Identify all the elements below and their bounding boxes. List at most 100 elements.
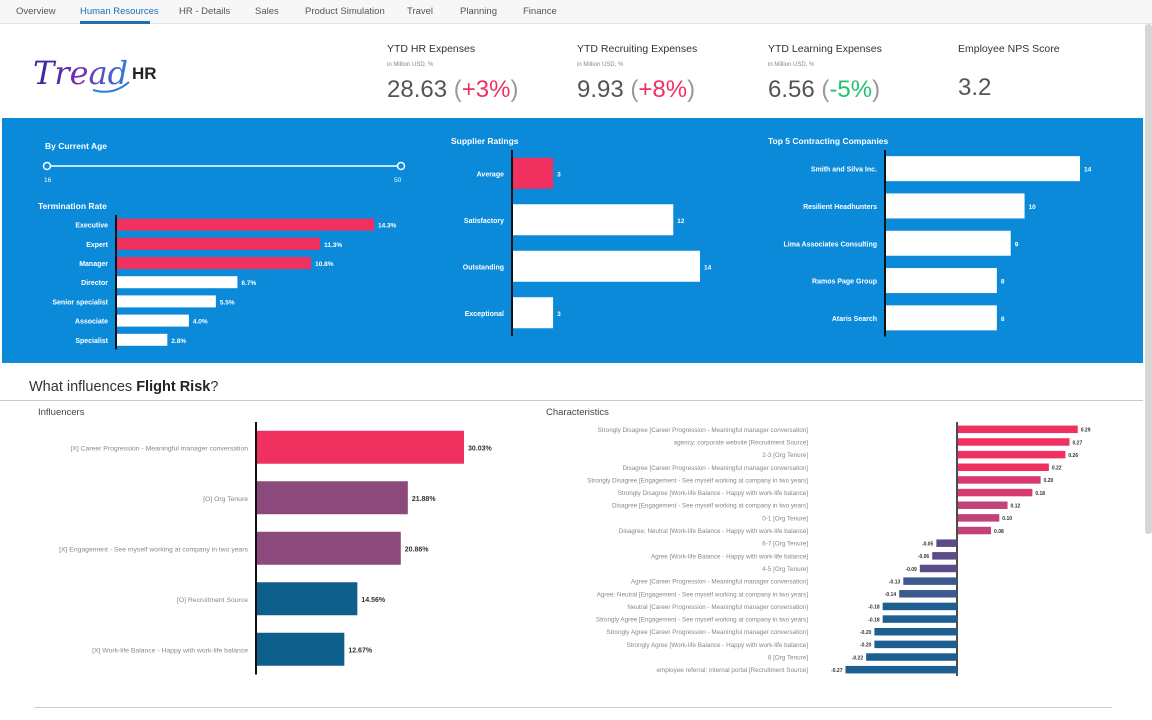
logo-script: Tread: [33, 54, 128, 92]
influencers-chart: [X] Career Progression - Meaningful mana…: [59, 422, 493, 675]
overview-panel: By Current Age 16 50 Termination Rate Su…: [2, 118, 1143, 363]
bar[interactable]: [117, 295, 216, 308]
kpi-title: YTD Recruiting Expenses: [577, 43, 698, 55]
category-label: 4-5 [Org Tenure]: [762, 566, 808, 573]
characteristics-chart: Strongly Disagree [Career Progression - …: [587, 422, 1091, 676]
bar[interactable]: [513, 204, 674, 236]
category-label: Associate: [75, 319, 108, 326]
age-max-label: 50: [394, 177, 402, 184]
data-label: 9: [1015, 241, 1019, 248]
category-label: Expert: [86, 242, 108, 249]
bar[interactable]: [882, 615, 957, 623]
category-label: Agree [Work-life Balance - Happy with wo…: [651, 553, 808, 560]
category-label: employee referral; internal portal [Recr…: [656, 667, 808, 674]
bar[interactable]: [257, 430, 464, 464]
bar[interactable]: [257, 632, 345, 666]
age-min-label: 16: [44, 177, 52, 184]
bar[interactable]: [958, 438, 1070, 446]
bar[interactable]: [958, 501, 1008, 509]
bar[interactable]: [886, 193, 1025, 219]
kpi-value: 28.63 (+3%): [387, 76, 519, 103]
bar[interactable]: [958, 425, 1078, 434]
data-label: 14.3%: [378, 223, 397, 230]
bar[interactable]: [117, 237, 321, 250]
data-label: 30.03%: [468, 445, 493, 452]
kpi-value: 9.93 (+8%): [577, 76, 696, 103]
bar[interactable]: [958, 463, 1049, 472]
category-label: Executive: [75, 223, 108, 230]
data-label: 11.3%: [324, 242, 342, 249]
tread-hr-logo: Tread HR: [33, 52, 173, 101]
age-slider-max-handle[interactable]: [396, 161, 406, 171]
data-label: 3: [557, 311, 561, 318]
bar[interactable]: [117, 276, 238, 289]
bar[interactable]: [117, 218, 374, 231]
category-label: Strongly Agree [Engagement - See myself …: [596, 617, 808, 624]
category-label: Average: [477, 171, 504, 178]
data-label: 20.86%: [405, 546, 430, 553]
tab-travel[interactable]: Travel: [407, 6, 434, 17]
kpi-value: 3.2: [958, 74, 992, 101]
tab-sales[interactable]: Sales: [255, 6, 279, 17]
logo-graphic: Tread HR: [33, 54, 157, 93]
tab-human-resources[interactable]: Human Resources: [80, 6, 159, 17]
age-slider-min-handle[interactable]: [42, 161, 52, 171]
bar[interactable]: [886, 305, 997, 331]
data-label: -0.20: [860, 630, 872, 636]
top-companies-chart: Smith and Silva Inc. 14 Resilient Headhunt…: [784, 150, 1092, 337]
category-label: Strongly Disagree [Career Progression - …: [598, 427, 809, 434]
data-label: 12.67%: [348, 647, 373, 654]
bar[interactable]: [874, 640, 957, 649]
bar[interactable]: [117, 333, 168, 346]
bar[interactable]: [866, 653, 957, 661]
bar[interactable]: [257, 531, 401, 565]
bar[interactable]: [958, 450, 1066, 459]
bar[interactable]: [919, 564, 957, 573]
termination-rate-chart: Executive 14.3% Expert 11.3% Manager 10.8% Dir…: [52, 215, 397, 350]
tab-hr-details[interactable]: HR - Details: [179, 6, 231, 17]
tab-planning[interactable]: Planning: [460, 6, 497, 17]
bar[interactable]: [513, 250, 700, 282]
bar[interactable]: [958, 476, 1041, 484]
bar[interactable]: [886, 156, 1080, 182]
bottom-divider: [34, 707, 1112, 708]
data-label: 6.7%: [241, 280, 256, 287]
bar[interactable]: [513, 157, 554, 189]
bar[interactable]: [257, 481, 408, 515]
bar[interactable]: [903, 577, 957, 585]
tab-overview[interactable]: Overview: [16, 6, 56, 17]
bar[interactable]: [117, 314, 189, 327]
data-label: 12: [677, 218, 685, 225]
category-label: Specialist: [75, 338, 108, 345]
bar[interactable]: [958, 526, 992, 535]
category-label: Strongly Disagree [Work-life Balance - H…: [618, 490, 809, 497]
data-label: 0.10: [1002, 516, 1012, 522]
bar[interactable]: [886, 230, 1011, 256]
bar[interactable]: [874, 627, 957, 636]
data-label: 0.20: [1044, 478, 1054, 484]
bar[interactable]: [899, 590, 957, 598]
bar[interactable]: [936, 539, 957, 547]
tab-finance[interactable]: Finance: [523, 6, 557, 17]
category-label: Strongly Disagree [Engagement - See myse…: [587, 477, 808, 484]
data-label: -0.18: [868, 617, 880, 623]
bar[interactable]: [932, 552, 957, 560]
kpi-title: YTD Learning Expenses: [768, 43, 882, 55]
bar[interactable]: [513, 297, 554, 329]
data-label: 10: [1029, 204, 1037, 211]
bar[interactable]: [257, 582, 358, 616]
bar[interactable]: [958, 514, 1000, 522]
bar[interactable]: [958, 488, 1033, 497]
category-label: Resilient Headhunters: [803, 204, 877, 211]
data-label: 0.27: [1073, 440, 1083, 446]
category-label: 8 [Org Tenure]: [768, 655, 808, 662]
bar[interactable]: [882, 602, 957, 611]
data-label: 2.8%: [171, 338, 186, 345]
bar[interactable]: [886, 268, 997, 294]
vertical-scrollbar[interactable]: [1145, 24, 1152, 534]
bar[interactable]: [845, 665, 957, 674]
tab-product-simulation[interactable]: Product Simulation: [305, 6, 385, 17]
bar[interactable]: [117, 257, 312, 269]
category-label: Lima Associates Consulting: [784, 241, 877, 248]
age-filter-label: By Current Age: [45, 141, 107, 151]
